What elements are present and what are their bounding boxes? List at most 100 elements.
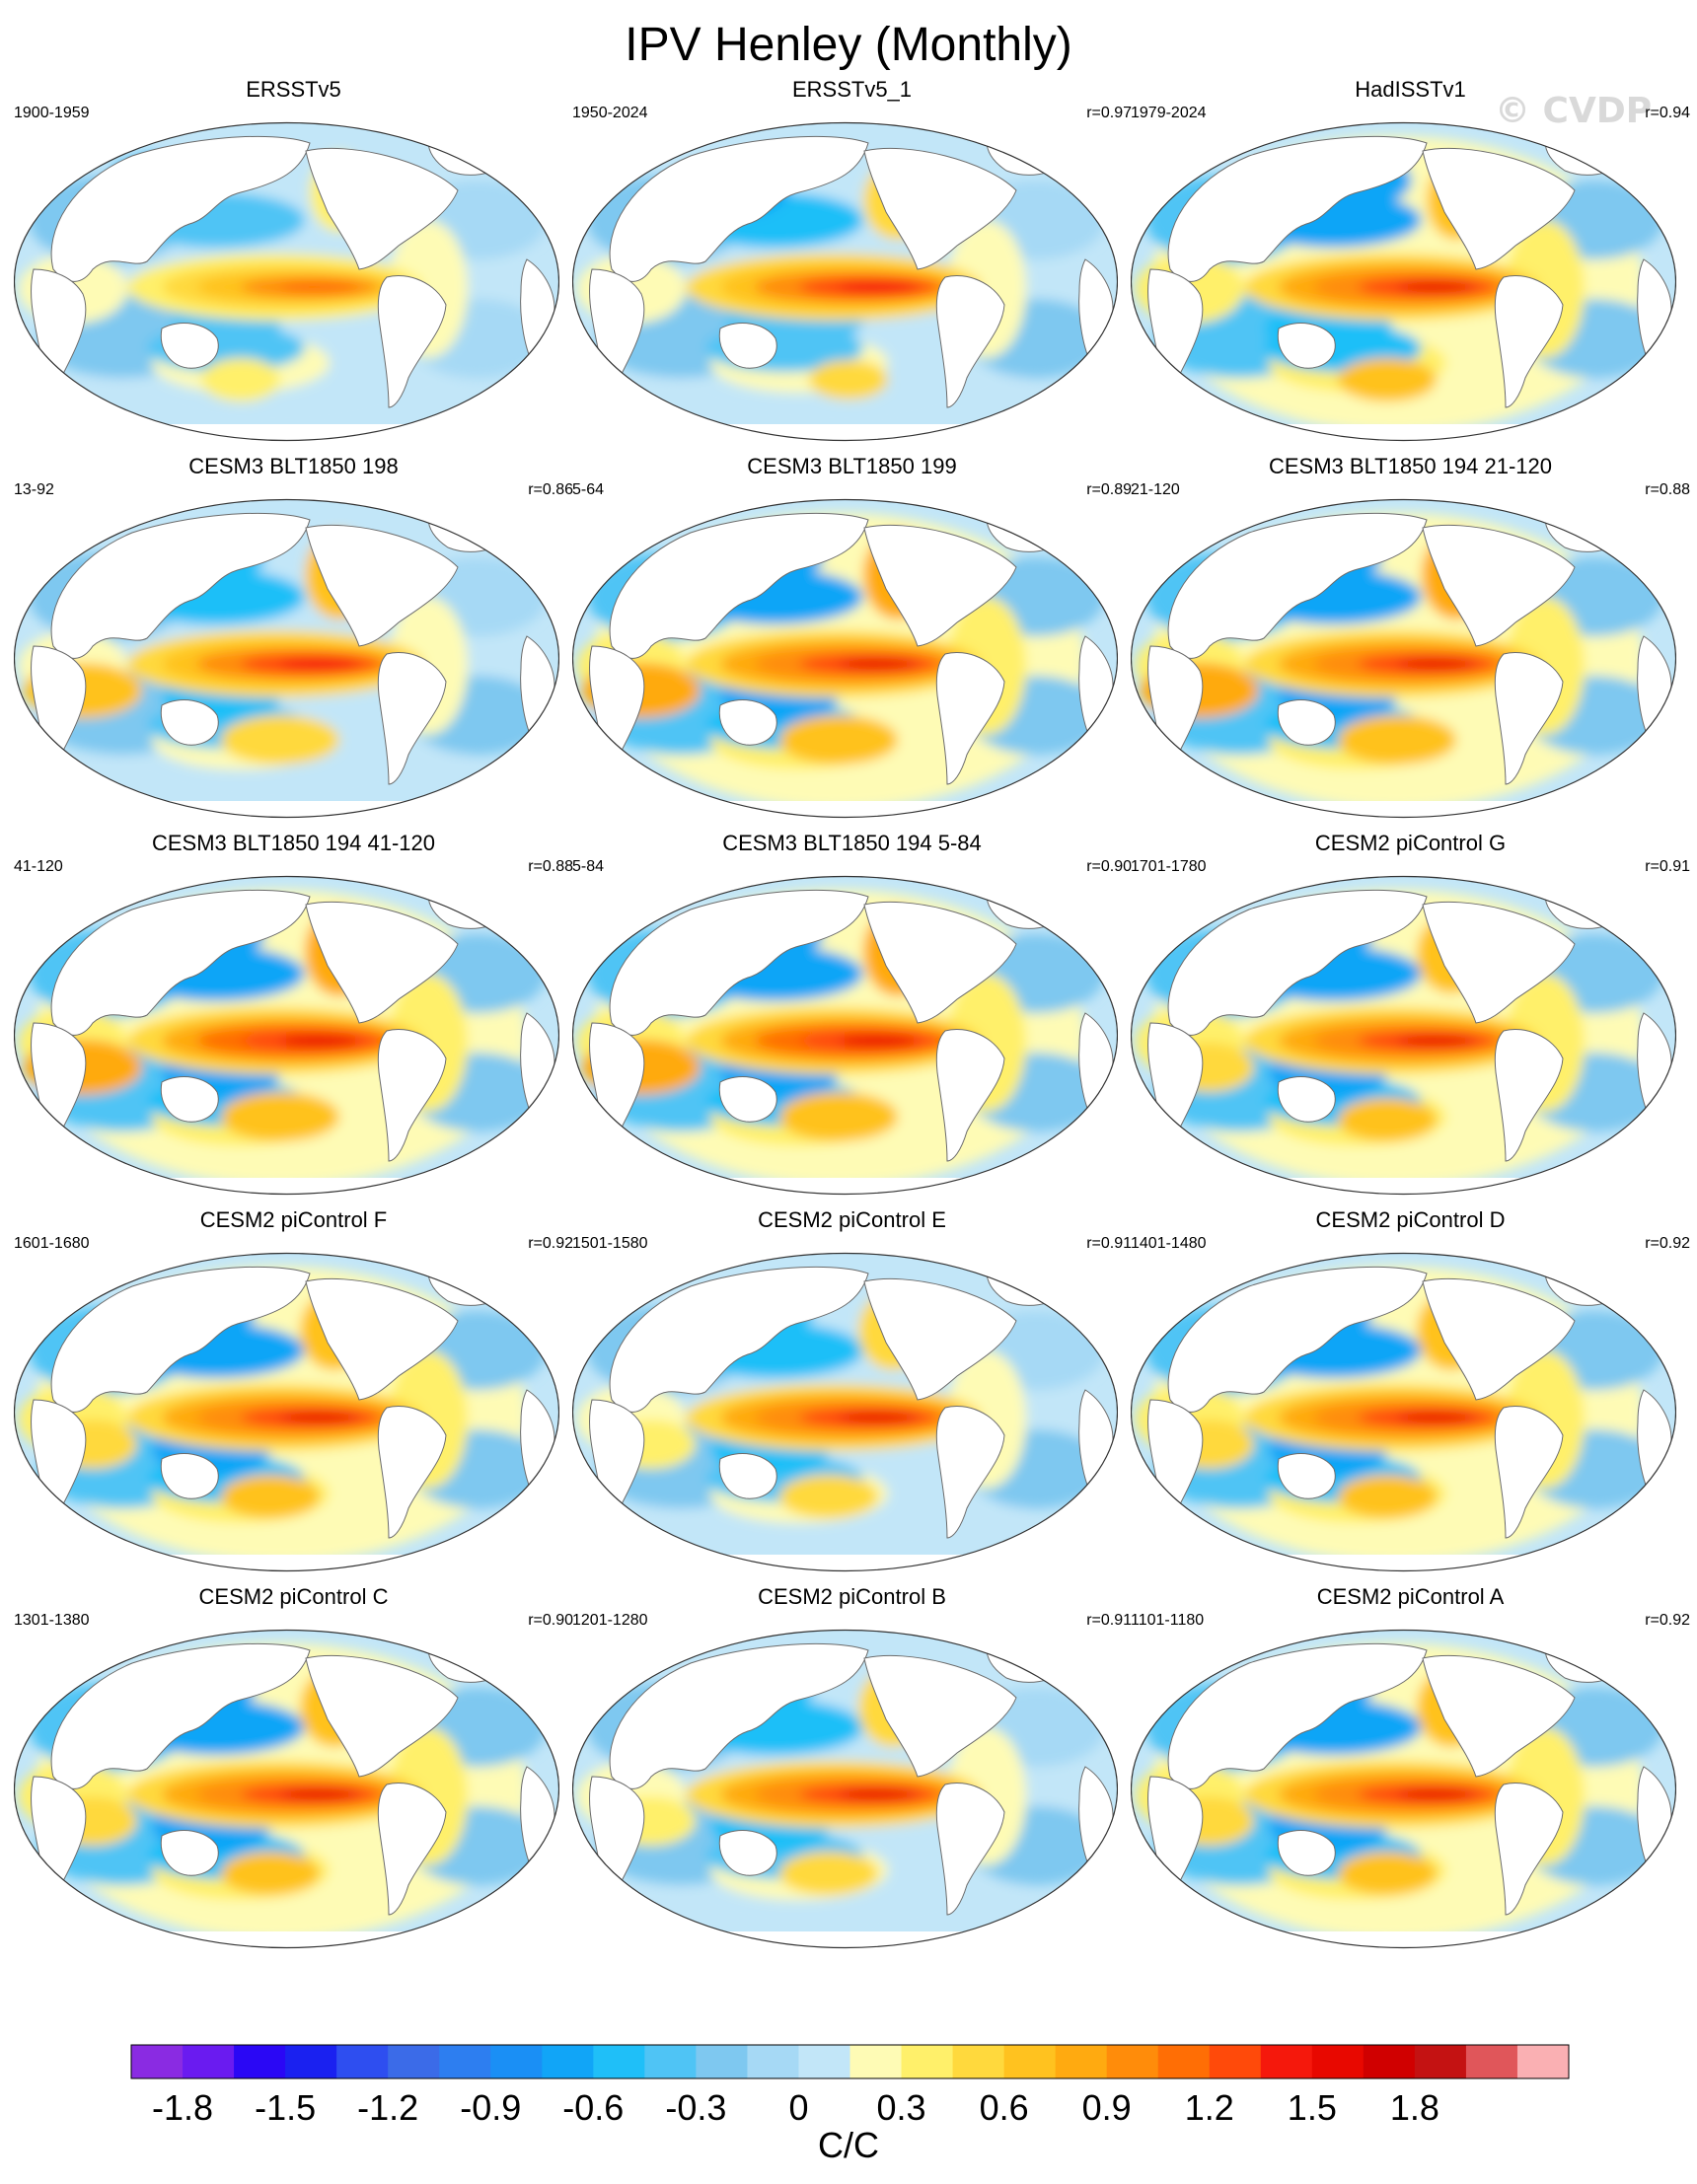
panel-period: 1950-2024 bbox=[572, 105, 648, 121]
panel-correlation: r=0.89 bbox=[1086, 481, 1132, 498]
page-title: IPV Henley (Monthly) bbox=[625, 19, 1072, 71]
panel-correlation: r=0.92 bbox=[1645, 1235, 1690, 1252]
map-panel: CESM2 piControl F 1601-1680 r=0.92 bbox=[14, 1207, 573, 1572]
map-panel: CESM2 piControl G 1701-1780 r=0.91 bbox=[1131, 831, 1690, 1196]
continent-outline bbox=[935, 652, 1005, 785]
map-panel: CESM2 piControl D 1401-1480 r=0.92 bbox=[1131, 1207, 1690, 1572]
continent-outline bbox=[160, 1076, 219, 1123]
map-panel: CESM3 BLT1850 199 5-64 r=0.89 bbox=[572, 454, 1132, 819]
sst-anomaly-map bbox=[572, 875, 1118, 1196]
antarctica bbox=[572, 1555, 1118, 1571]
antarctica bbox=[1131, 1178, 1676, 1195]
antarctica bbox=[1131, 424, 1676, 441]
map-border bbox=[1131, 875, 1676, 1196]
panel-title: ERSSTv5_1 bbox=[791, 77, 913, 102]
equatorial-warm-anomaly bbox=[280, 1412, 359, 1423]
panel-title: CESM2 piControl F bbox=[199, 1207, 388, 1232]
map-border bbox=[1131, 498, 1676, 819]
continent-outline bbox=[718, 323, 777, 369]
equatorial-warm-anomaly bbox=[1397, 658, 1476, 670]
continent-outline bbox=[609, 135, 869, 282]
anomaly-region bbox=[779, 1852, 878, 1895]
continent-outline bbox=[1494, 1029, 1564, 1162]
continent-outline bbox=[1277, 699, 1336, 746]
antarctica bbox=[572, 1931, 1118, 1948]
panel-period: 41-120 bbox=[14, 858, 63, 875]
map-panel: ERSSTv5_1 1950-2024 r=0.97 bbox=[572, 77, 1132, 442]
continent-outline bbox=[609, 1266, 869, 1413]
panel-title: CESM2 piControl B bbox=[758, 1584, 946, 1609]
panel-title: CESM2 piControl A bbox=[1316, 1584, 1505, 1609]
sst-anomaly-map bbox=[1131, 498, 1676, 819]
panel-title: CESM3 BLT1850 194 41-120 bbox=[152, 831, 435, 855]
anomaly-region bbox=[1338, 715, 1456, 764]
map-border bbox=[572, 121, 1118, 442]
equatorial-warm-anomaly bbox=[280, 658, 359, 670]
panel-correlation: r=0.88 bbox=[1645, 481, 1690, 498]
sst-anomaly-map bbox=[14, 1629, 559, 1949]
continent-outline bbox=[377, 1783, 447, 1916]
equatorial-warm-anomaly bbox=[280, 281, 359, 293]
continent-outline bbox=[609, 1642, 869, 1789]
continent-outline bbox=[1422, 147, 1576, 270]
map-border bbox=[14, 121, 559, 442]
panel-correlation: r=0.90 bbox=[1086, 858, 1132, 875]
sst-anomaly-map bbox=[1131, 875, 1676, 1196]
continent-outline bbox=[377, 652, 447, 785]
antarctica bbox=[572, 424, 1118, 441]
map-panel: ERSSTv5 1900-1959 bbox=[14, 77, 573, 442]
map-panel: CESM2 piControl E 1501-1580 r=0.91 bbox=[572, 1207, 1132, 1572]
anomaly-region bbox=[1338, 1475, 1437, 1518]
map-border bbox=[1131, 121, 1676, 442]
panel-title: CESM2 piControl D bbox=[1315, 1207, 1506, 1232]
continent-outline bbox=[935, 1783, 1005, 1916]
map-panel: CESM3 BLT1850 198 13-92 r=0.86 bbox=[14, 454, 573, 819]
panel-title: CESM2 piControl C bbox=[198, 1584, 389, 1609]
panel-period: 1900-1959 bbox=[14, 105, 90, 121]
map-border bbox=[1131, 1629, 1676, 1949]
anomaly-region bbox=[1338, 358, 1437, 401]
panel-title: CESM3 BLT1850 194 5-84 bbox=[722, 831, 982, 855]
continent-outline bbox=[305, 524, 459, 647]
copyright-watermark: © CVDP bbox=[1495, 91, 1653, 131]
panel-title: CESM3 BLT1850 199 bbox=[747, 454, 957, 478]
continent-outline bbox=[50, 135, 311, 282]
antarctica bbox=[1131, 1931, 1676, 1948]
panel-title: CESM3 BLT1850 194 21-120 bbox=[1269, 454, 1552, 478]
map-panel: CESM3 BLT1850 194 41-120 41-120 r=0.88 bbox=[14, 831, 573, 1196]
panel-title: ERSSTv5 bbox=[246, 77, 341, 102]
panel-period: 1501-1580 bbox=[572, 1235, 648, 1252]
map-border bbox=[14, 875, 559, 1196]
antarctica bbox=[1131, 801, 1676, 818]
panel-correlation: r=0.86 bbox=[528, 481, 573, 498]
continent-outline bbox=[863, 1654, 1017, 1778]
continent-outline bbox=[609, 889, 869, 1036]
continent-outline bbox=[160, 323, 219, 369]
anomaly-region bbox=[1338, 1098, 1437, 1141]
continent-outline bbox=[1277, 1453, 1336, 1499]
continent-outline bbox=[718, 1830, 777, 1876]
equatorial-warm-anomaly bbox=[1397, 1412, 1476, 1423]
panel-correlation: r=0.91 bbox=[1086, 1235, 1132, 1252]
panel-period: 1401-1480 bbox=[1131, 1235, 1207, 1252]
anomaly-region bbox=[221, 1475, 320, 1518]
antarctica bbox=[14, 801, 559, 818]
continent-outline bbox=[1167, 1266, 1428, 1413]
panel-period: 1601-1680 bbox=[14, 1235, 90, 1252]
panel-period: 1701-1780 bbox=[1131, 858, 1207, 875]
continent-outline bbox=[160, 1830, 219, 1876]
equatorial-warm-anomaly bbox=[1397, 1035, 1476, 1047]
continent-outline bbox=[1277, 323, 1336, 369]
panel-correlation: r=0.92 bbox=[528, 1235, 573, 1252]
panel-correlation: r=0.90 bbox=[528, 1612, 573, 1629]
anomaly-region bbox=[221, 715, 339, 764]
anomaly-region bbox=[201, 358, 280, 401]
map-border bbox=[572, 1252, 1118, 1572]
continent-outline bbox=[1167, 889, 1428, 1036]
continent-outline bbox=[1494, 652, 1564, 785]
continent-outline bbox=[1167, 512, 1428, 659]
sst-anomaly-map bbox=[572, 1252, 1118, 1572]
continent-outline bbox=[305, 901, 459, 1024]
panel-correlation: r=0.91 bbox=[1645, 858, 1690, 875]
